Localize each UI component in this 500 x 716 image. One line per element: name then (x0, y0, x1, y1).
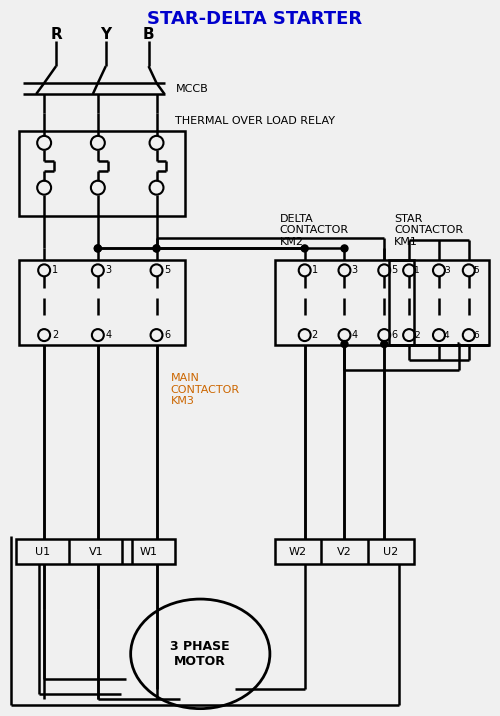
Bar (275, 261, 414, 345)
Text: 1: 1 (414, 266, 420, 275)
Text: THERMAL OVER LOAD RELAY: THERMAL OVER LOAD RELAY (176, 116, 336, 126)
Text: U2: U2 (384, 547, 398, 557)
Bar (20, 261, 186, 345)
Text: 6: 6 (391, 330, 398, 340)
Text: 1: 1 (312, 266, 318, 276)
Text: 4: 4 (106, 330, 112, 340)
Text: 2: 2 (414, 331, 420, 339)
Text: DELTA
CONTACTOR
KM2: DELTA CONTACTOR KM2 (280, 214, 349, 247)
Text: V2: V2 (337, 547, 352, 557)
Circle shape (381, 341, 388, 347)
Text: STAR-DELTA STARTER: STAR-DELTA STARTER (148, 10, 362, 29)
Circle shape (94, 245, 102, 252)
Text: V1: V1 (88, 547, 103, 557)
Text: 3 PHASE
MOTOR: 3 PHASE MOTOR (170, 640, 230, 668)
Text: 6: 6 (474, 331, 480, 339)
Text: 1: 1 (52, 266, 58, 276)
Text: STAR
CONTACTOR
KM1: STAR CONTACTOR KM1 (394, 214, 464, 247)
Text: B: B (143, 26, 154, 42)
Text: 3: 3 (444, 266, 450, 275)
Text: 6: 6 (164, 330, 170, 340)
Text: W1: W1 (140, 547, 158, 557)
Bar (16, 539, 175, 564)
Circle shape (341, 341, 348, 347)
Circle shape (301, 245, 308, 252)
Text: 2: 2 (52, 330, 59, 340)
Circle shape (153, 245, 160, 252)
Bar (389, 261, 488, 345)
Text: 4: 4 (444, 331, 450, 339)
Circle shape (153, 245, 160, 252)
Text: 5: 5 (164, 266, 170, 276)
Text: 3: 3 (352, 266, 358, 276)
Text: 5: 5 (474, 266, 480, 275)
Text: 3: 3 (106, 266, 112, 276)
Text: Y: Y (100, 26, 112, 42)
Text: MAIN
CONTACTOR
KM3: MAIN CONTACTOR KM3 (170, 373, 239, 407)
Circle shape (341, 245, 348, 252)
Circle shape (94, 245, 102, 252)
Text: R: R (50, 26, 62, 42)
Text: 5: 5 (391, 266, 398, 276)
Text: W2: W2 (289, 547, 307, 557)
Text: 2: 2 (312, 330, 318, 340)
Bar (275, 539, 414, 564)
Bar (20, 131, 186, 216)
Text: MCCB: MCCB (176, 84, 208, 94)
Text: 4: 4 (352, 330, 358, 340)
Text: U1: U1 (36, 547, 51, 557)
